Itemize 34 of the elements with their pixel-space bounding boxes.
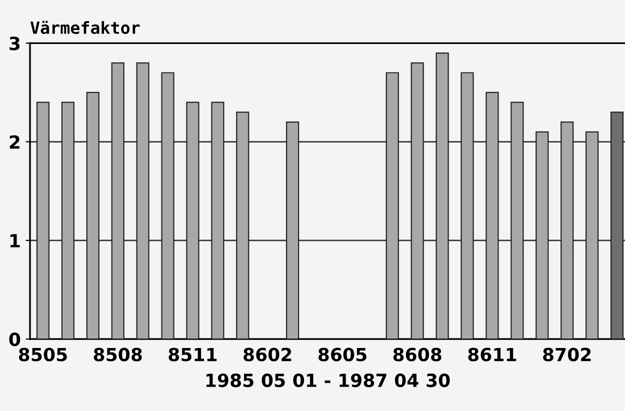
- bar: [36, 102, 50, 340]
- x-tick-label: 8602: [244, 348, 292, 362]
- bar: [111, 62, 124, 340]
- bar: [410, 62, 424, 340]
- bar: [560, 122, 574, 340]
- x-tick-label: 8611: [468, 348, 516, 362]
- x-tick-label: 8511: [168, 348, 217, 362]
- bar: [236, 112, 250, 340]
- bar: [536, 131, 549, 340]
- x-tick-label: 8608: [393, 348, 442, 362]
- x-tick-label: 8702: [543, 348, 591, 362]
- bar: [86, 92, 100, 340]
- x-tick-label: 8508: [94, 348, 142, 362]
- y-tick-label: 3: [10, 36, 20, 50]
- bar: [211, 102, 224, 340]
- bar: [61, 102, 74, 340]
- x-tick-label: 8605: [318, 348, 366, 362]
- bar: [436, 52, 449, 340]
- y-tick-label: 0: [9, 332, 20, 346]
- bar: [136, 62, 150, 340]
- bar: [486, 92, 499, 340]
- y-tick-label: 1: [10, 234, 20, 248]
- bar: [586, 131, 599, 340]
- bar: [161, 72, 174, 340]
- x-tick-label: 8505: [18, 348, 67, 362]
- bar: [286, 122, 300, 340]
- bar: [386, 72, 399, 340]
- x-axis-title: 1985 05 01 - 1987 04 30: [206, 374, 450, 388]
- bar: [460, 72, 474, 340]
- y-axis-title: Värmefaktor: [30, 20, 140, 34]
- bar: [610, 112, 624, 340]
- bar: [186, 102, 200, 340]
- bar: [510, 102, 524, 340]
- y-tick-label: 2: [10, 135, 20, 149]
